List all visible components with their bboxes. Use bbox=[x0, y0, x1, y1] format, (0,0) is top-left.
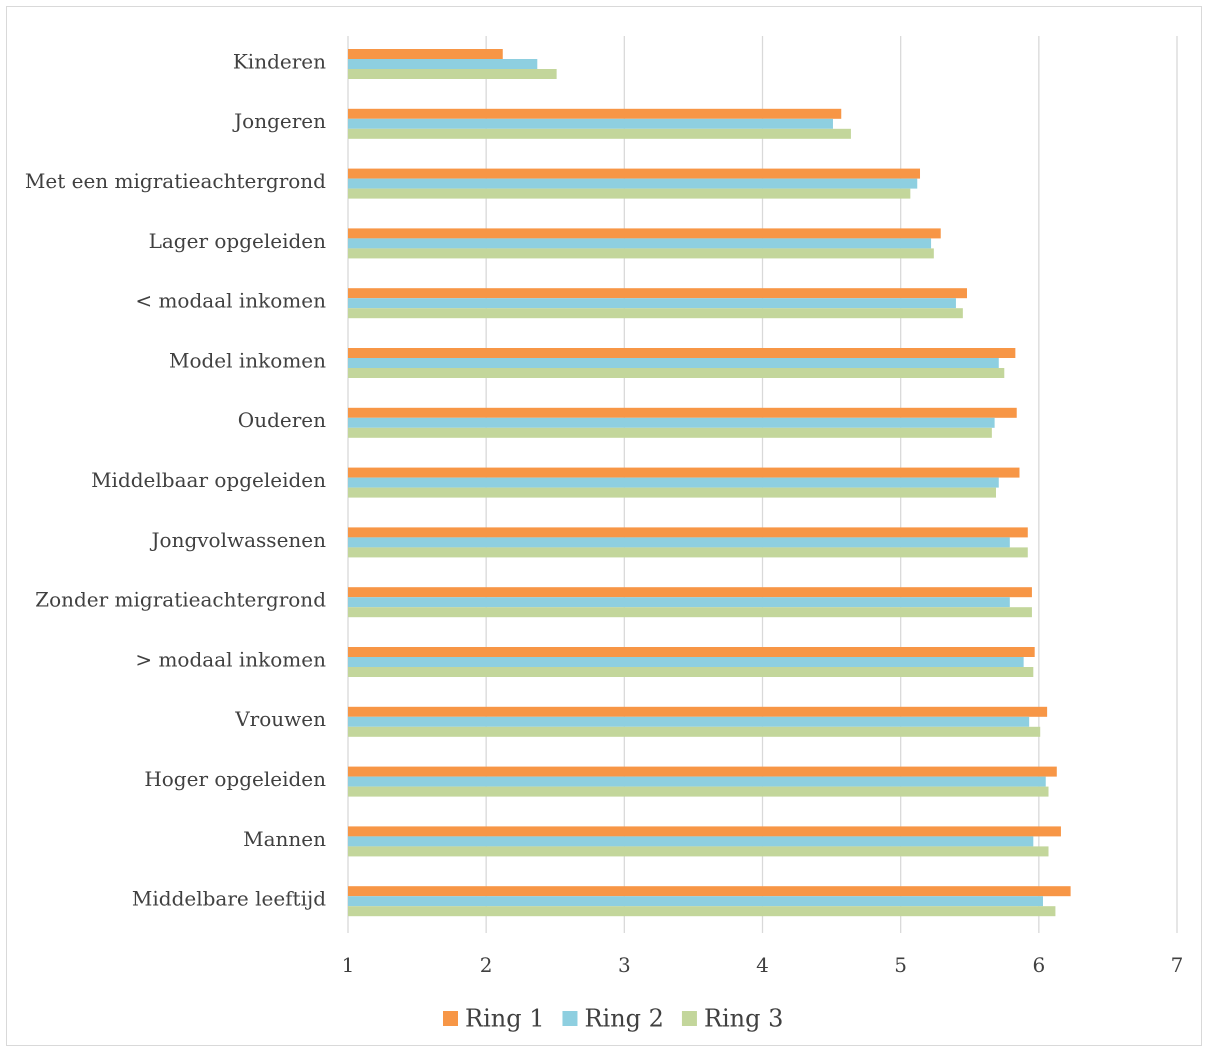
bar-ring-2 bbox=[348, 417, 995, 428]
bar-ring-1 bbox=[348, 228, 941, 239]
category-label: Zonder migratieachtergrond bbox=[35, 588, 326, 612]
legend-label: Ring 3 bbox=[704, 1005, 783, 1033]
bar-ring-3 bbox=[348, 427, 992, 438]
bar-ring-2 bbox=[348, 597, 1010, 608]
bar-ring-1 bbox=[348, 826, 1061, 837]
bar-ring-3 bbox=[348, 128, 851, 139]
bar-ring-2 bbox=[348, 537, 1010, 548]
bar-ring-3 bbox=[348, 487, 997, 498]
bar-ring-3 bbox=[348, 726, 1041, 737]
bar-ring-2 bbox=[348, 776, 1046, 787]
bar-ring-3 bbox=[348, 906, 1056, 917]
bar-ring-2 bbox=[348, 178, 918, 189]
legend: Ring 1 Ring 2 Ring 3 bbox=[443, 1005, 783, 1033]
bar-ring-1 bbox=[348, 886, 1071, 897]
category-label: Vrouwen bbox=[234, 707, 326, 731]
bar-ring-1 bbox=[348, 587, 1032, 598]
bar-ring-3 bbox=[348, 667, 1034, 677]
x-tick-label: 1 bbox=[342, 953, 355, 977]
bar-ring-3 bbox=[348, 547, 1028, 558]
category-label: Middelbare leeftijd bbox=[132, 887, 326, 911]
legend-label: Ring 2 bbox=[584, 1005, 663, 1033]
bar-ring-1 bbox=[348, 288, 967, 299]
category-label: Middelbaar opgeleiden bbox=[91, 468, 326, 492]
bar-ring-2 bbox=[348, 716, 1030, 727]
category-label: Jongvolwassenen bbox=[150, 528, 327, 552]
bar-ring-2 bbox=[348, 118, 833, 129]
category-label: Hoger opgeleiden bbox=[144, 767, 326, 791]
category-label: Mannen bbox=[243, 827, 326, 851]
bar-ring-1 bbox=[348, 706, 1048, 717]
legend-swatch bbox=[681, 1011, 697, 1026]
x-tick-label: 6 bbox=[1032, 953, 1045, 977]
legend-swatch bbox=[443, 1011, 458, 1026]
legend-label: Ring 1 bbox=[465, 1005, 544, 1033]
bar-ring-2 bbox=[348, 298, 956, 309]
x-tick-labels: 1 2 3 4 5 6 7 bbox=[342, 953, 1184, 977]
x-tick-label: 7 bbox=[1171, 953, 1184, 977]
bar-ring-3 bbox=[348, 368, 1005, 378]
bar-ring-1 bbox=[348, 467, 1020, 478]
category-label: Lager opgeleiden bbox=[149, 229, 327, 253]
bar-ring-1 bbox=[348, 527, 1028, 538]
bar-ring-1 bbox=[348, 647, 1035, 657]
x-tick-label: 3 bbox=[618, 953, 631, 977]
legend-swatch bbox=[562, 1011, 578, 1026]
bar-ring-1 bbox=[348, 766, 1057, 777]
bar-ring-2 bbox=[348, 836, 1034, 847]
bar-ring-2 bbox=[348, 59, 538, 69]
bar-ring-2 bbox=[348, 477, 999, 488]
bar-ring-2 bbox=[348, 238, 932, 249]
category-label: Model inkomen bbox=[169, 348, 326, 372]
bar-ring-3 bbox=[348, 69, 557, 79]
bars bbox=[348, 49, 1071, 917]
bar-ring-1 bbox=[348, 168, 921, 179]
bar-ring-3 bbox=[348, 188, 911, 199]
category-label: < modaal inkomen bbox=[135, 289, 326, 313]
bar-ring-1 bbox=[348, 108, 842, 119]
bar-ring-2 bbox=[348, 358, 999, 368]
bar-ring-2 bbox=[348, 657, 1024, 667]
x-tick-label: 4 bbox=[756, 953, 769, 977]
category-label: Kinderen bbox=[233, 49, 326, 73]
bar-ring-1 bbox=[348, 348, 1016, 358]
category-labels: Kinderen Jongeren Met een migratieachtergr… bbox=[25, 49, 326, 910]
category-label: > modaal inkomen bbox=[135, 647, 326, 671]
x-tick-label: 2 bbox=[480, 953, 493, 977]
bar-ring-1 bbox=[348, 49, 503, 59]
bar-ring-3 bbox=[348, 607, 1032, 618]
category-label: Ouderen bbox=[238, 408, 326, 432]
bar-ring-2 bbox=[348, 896, 1043, 907]
bar-ring-3 bbox=[348, 248, 934, 259]
bar-ring-3 bbox=[348, 308, 963, 319]
x-tick-label: 5 bbox=[894, 953, 907, 977]
bar-ring-3 bbox=[348, 846, 1049, 857]
category-label: Met een migratieachtergrond bbox=[25, 169, 326, 193]
category-label: Jongeren bbox=[232, 109, 326, 133]
bar-ring-1 bbox=[348, 407, 1017, 418]
bar-ring-3 bbox=[348, 786, 1049, 797]
